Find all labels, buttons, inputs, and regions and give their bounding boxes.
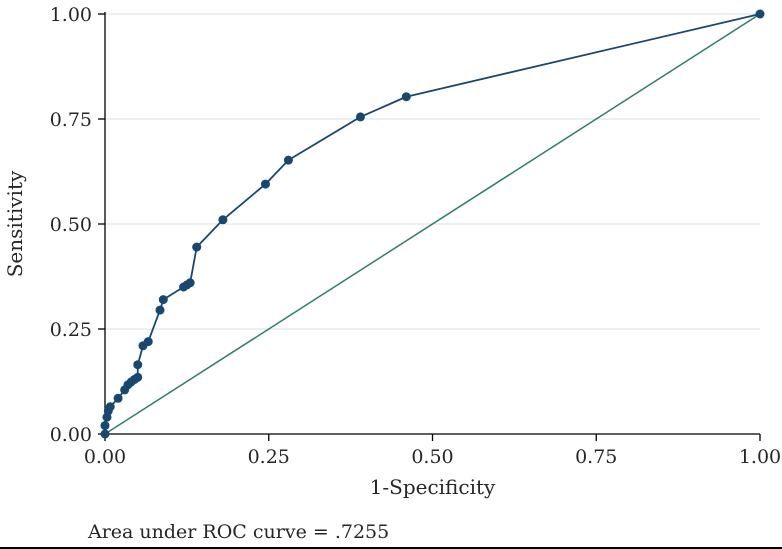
roc-point-marker [133, 360, 143, 370]
x-tick-label: 0.75 [575, 446, 617, 468]
roc-point-marker [283, 155, 293, 165]
roc-point-marker [355, 112, 365, 122]
roc-point-marker [100, 421, 110, 431]
roc-point-marker [192, 242, 202, 252]
y-axis-title: Sensitivity [3, 170, 27, 277]
roc-point-marker [260, 179, 270, 189]
reference-line [104, 13, 761, 435]
x-axis-title: 1-Specificity [370, 475, 496, 499]
roc-point-marker [185, 278, 195, 288]
y-tick-label: 0.25 [50, 319, 92, 341]
roc-point-marker [113, 393, 123, 403]
x-tick-label: 0.50 [411, 446, 453, 468]
roc-point-marker [218, 215, 228, 225]
y-tick-label: 0.00 [50, 424, 92, 446]
x-tick-label: 0.00 [84, 446, 126, 468]
roc-point-marker [755, 9, 765, 19]
roc-point-marker [155, 305, 165, 315]
roc-point-marker [401, 92, 411, 102]
auc-caption: Area under ROC curve = .7255 [88, 521, 390, 543]
y-tick-label: 1.00 [50, 4, 92, 26]
y-tick-label: 0.50 [50, 214, 92, 236]
roc-point-marker [133, 372, 143, 382]
roc-curve-plot: 0.00 0.25 0.50 0.75 1.00 0.00 0.25 0.50 0.75 1.00… [3, 4, 781, 499]
y-tick-label: 0.75 [50, 109, 92, 131]
roc-point-marker [100, 429, 110, 439]
x-tick-label: 1.00 [739, 446, 781, 468]
roc-point-marker [105, 402, 115, 412]
x-tick-label: 0.25 [248, 446, 290, 468]
roc-point-marker [158, 295, 168, 305]
roc-point-marker [143, 337, 153, 347]
